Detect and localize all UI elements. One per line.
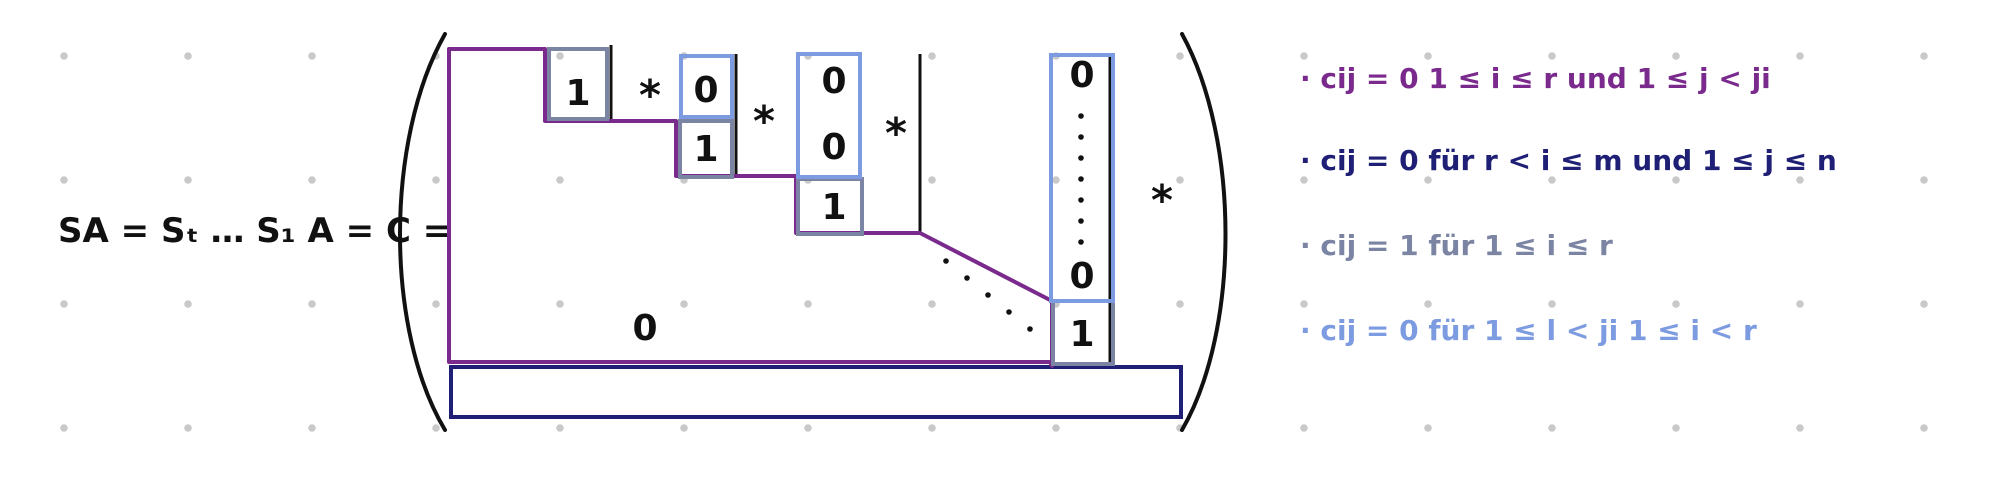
entry-zero-d-bottom: 0 — [1069, 256, 1094, 297]
grid-dot-0-14 — [1796, 52, 1804, 60]
grid-dot-3-10 — [1300, 424, 1308, 432]
grid-dot-2-11 — [1424, 300, 1432, 308]
star-3: * — [885, 109, 907, 158]
grid-dot-1-1 — [184, 176, 192, 184]
grid-dot-0-7 — [928, 52, 936, 60]
entry-one-b: 1 — [693, 129, 718, 170]
staircase-boundary — [447, 47, 1054, 368]
grid-dot-1-10 — [1300, 176, 1308, 184]
grid-dot-2-7 — [928, 300, 936, 308]
grid-dot-3-11 — [1424, 424, 1432, 432]
grid-dot-2-15 — [1920, 300, 1928, 308]
grid-dot-1-2 — [308, 176, 316, 184]
entry-zero-b: 0 — [693, 70, 718, 111]
grid-dot-3-13 — [1672, 424, 1680, 432]
entry-one-d: 1 — [1069, 314, 1094, 355]
grid-dot-0-11 — [1424, 52, 1432, 60]
grid-dot-3-15 — [1920, 424, 1928, 432]
pivot-box-2 — [678, 119, 734, 179]
grid-dot-3-4 — [556, 424, 564, 432]
grid-dot-2-10 — [1300, 300, 1308, 308]
grid-dot-3-0 — [60, 424, 68, 432]
grid-dot-2-12 — [1548, 300, 1556, 308]
grid-dot-0-13 — [1672, 52, 1680, 60]
grid-dot-1-12 — [1548, 176, 1556, 184]
grid-dot-0-12 — [1548, 52, 1556, 60]
note-1: · cij = 0 1 ≤ i ≤ r und 1 ≤ j < ji — [1300, 62, 1771, 95]
grid-dot-0-0 — [60, 52, 68, 60]
star-1: * — [639, 71, 661, 120]
grid-dot-1-3 — [432, 176, 440, 184]
grid-dot-1-7 — [928, 176, 936, 184]
grid-dot-2-14 — [1796, 300, 1804, 308]
bottom-zero-block — [449, 365, 1183, 419]
grid-dot-1-4 — [556, 176, 564, 184]
grid-dot-0-15 — [1920, 52, 1928, 60]
grid-dot-1-14 — [1796, 176, 1804, 184]
grid-dot-0-10 — [1300, 52, 1308, 60]
grid-dot-3-1 — [184, 424, 192, 432]
entry-zero-d-top: 0 — [1069, 55, 1094, 96]
blue-box-2 — [796, 52, 862, 179]
grid-dot-2-6 — [804, 300, 812, 308]
note-4: · cij = 0 für 1 ≤ l < ji 1 ≤ i < r — [1300, 314, 1757, 347]
grid-dot-2-13 — [1672, 300, 1680, 308]
grid-dot-1-15 — [1920, 176, 1928, 184]
grid-dot-3-12 — [1548, 424, 1556, 432]
grid-dot-1-13 — [1672, 176, 1680, 184]
grid-dot-1-0 — [60, 176, 68, 184]
star-4: * — [1151, 176, 1173, 225]
vertical-ellipsis-blue-column — [1078, 113, 1084, 245]
blue-box-1 — [679, 54, 734, 119]
diagonal-ellipsis — [943, 258, 1033, 332]
entry-one-a: 1 — [565, 73, 590, 114]
right-parenthesis — [1180, 32, 1228, 432]
grid-dot-1-8 — [1052, 176, 1060, 184]
grid-dot-0-9 — [1176, 52, 1184, 60]
entry-zero-c2: 0 — [821, 127, 846, 168]
grid-dot-3-5 — [680, 424, 688, 432]
grid-dot-2-0 — [60, 300, 68, 308]
grid-dot-2-9 — [1176, 300, 1184, 308]
grid-dot-3-3 — [432, 424, 440, 432]
grid-dot-2-3 — [432, 300, 440, 308]
star-2: * — [753, 97, 775, 146]
pivot-box-1 — [547, 47, 609, 121]
note-2: · cij = 0 für r < i ≤ m und 1 ≤ j ≤ n — [1300, 144, 1837, 177]
grid-dot-3-2 — [308, 424, 316, 432]
background-dot-grid — [60, 52, 1928, 432]
grid-dot-1-11 — [1424, 176, 1432, 184]
left-parenthesis — [398, 32, 447, 432]
grid-dot-0-1 — [184, 52, 192, 60]
entry-one-c: 1 — [821, 187, 846, 228]
grid-dot-3-7 — [928, 424, 936, 432]
grid-dot-2-4 — [556, 300, 564, 308]
grid-dot-3-6 — [804, 424, 812, 432]
blue-box-3 — [1049, 53, 1115, 303]
grid-dot-0-2 — [308, 52, 316, 60]
note-3: · cij = 1 für 1 ≤ i ≤ r — [1300, 229, 1613, 262]
grid-dot-3-14 — [1796, 424, 1804, 432]
grid-dot-0-4 — [556, 52, 564, 60]
grid-dot-3-8 — [1052, 424, 1060, 432]
entry-zero-c1: 0 — [821, 61, 846, 102]
grid-dot-2-5 — [680, 300, 688, 308]
grid-dot-2-2 — [308, 300, 316, 308]
entry-lower-zero: 0 — [632, 308, 657, 349]
grid-dot-1-9 — [1176, 176, 1184, 184]
grid-dot-2-1 — [184, 300, 192, 308]
equation-lhs: SA = Sₜ … S₁ A = C = — [58, 211, 451, 251]
